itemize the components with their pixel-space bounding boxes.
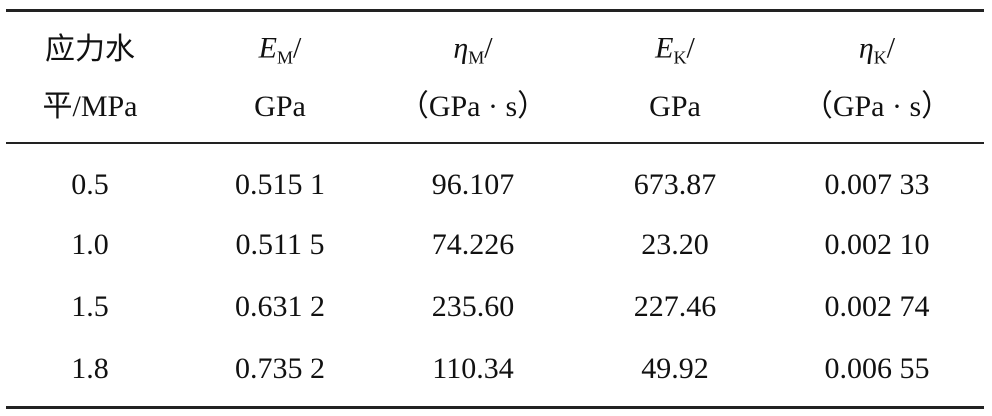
table-cell: 0.515 1 xyxy=(235,168,325,201)
header-unit: GPa xyxy=(649,90,701,123)
table-cell: 227.46 xyxy=(633,290,717,323)
subscript: K xyxy=(873,47,887,68)
top-rule xyxy=(6,9,984,12)
header-symbol: ηM/ xyxy=(453,31,493,68)
slash: / xyxy=(886,31,896,65)
symbol: η xyxy=(453,31,469,65)
subscript: K xyxy=(673,47,687,68)
bottom-rule xyxy=(6,406,984,409)
symbol: E xyxy=(655,31,674,65)
table-cell: 0.006 55 xyxy=(824,352,930,385)
header-text: 应力水 xyxy=(45,33,135,66)
table-cell: 110.34 xyxy=(432,352,514,385)
header-symbol: EK/ xyxy=(655,31,695,68)
table-cell: 1.0 xyxy=(71,228,109,261)
table-cell: 0.735 2 xyxy=(235,352,325,385)
header-rule xyxy=(6,142,984,144)
table-cell: 49.92 xyxy=(641,352,709,385)
header-unit: GPa xyxy=(254,90,306,123)
symbol: E xyxy=(258,31,277,65)
table-cell: 74.226 xyxy=(431,228,515,261)
symbol: η xyxy=(858,31,874,65)
header-symbol: ηK/ xyxy=(858,31,896,68)
header-symbol: EM/ xyxy=(258,31,302,68)
header-unit: （GPa · s） xyxy=(398,90,548,123)
table-cell: 0.002 74 xyxy=(824,290,930,323)
slash: / xyxy=(686,31,695,65)
table-cell: 0.002 10 xyxy=(824,228,930,261)
table-cell: 0.631 2 xyxy=(235,290,325,323)
table-cell: 0.511 5 xyxy=(235,228,325,261)
table-cell: 0.007 33 xyxy=(824,168,930,201)
table-cell: 23.20 xyxy=(641,228,709,261)
table-cell: 1.5 xyxy=(71,290,109,323)
subscript: M xyxy=(276,47,293,68)
slash: / xyxy=(484,31,493,65)
table-cell: 673.87 xyxy=(633,168,717,201)
table-cell: 235.60 xyxy=(431,290,515,323)
table-cell: 1.8 xyxy=(71,352,109,385)
table-cell: 96.107 xyxy=(431,168,515,201)
subscript: M xyxy=(468,47,485,68)
table-cell: 0.5 xyxy=(71,168,109,201)
header-unit: （GPa · s） xyxy=(802,90,952,123)
header-text: 平/MPa xyxy=(42,90,138,123)
slash: / xyxy=(293,31,302,65)
